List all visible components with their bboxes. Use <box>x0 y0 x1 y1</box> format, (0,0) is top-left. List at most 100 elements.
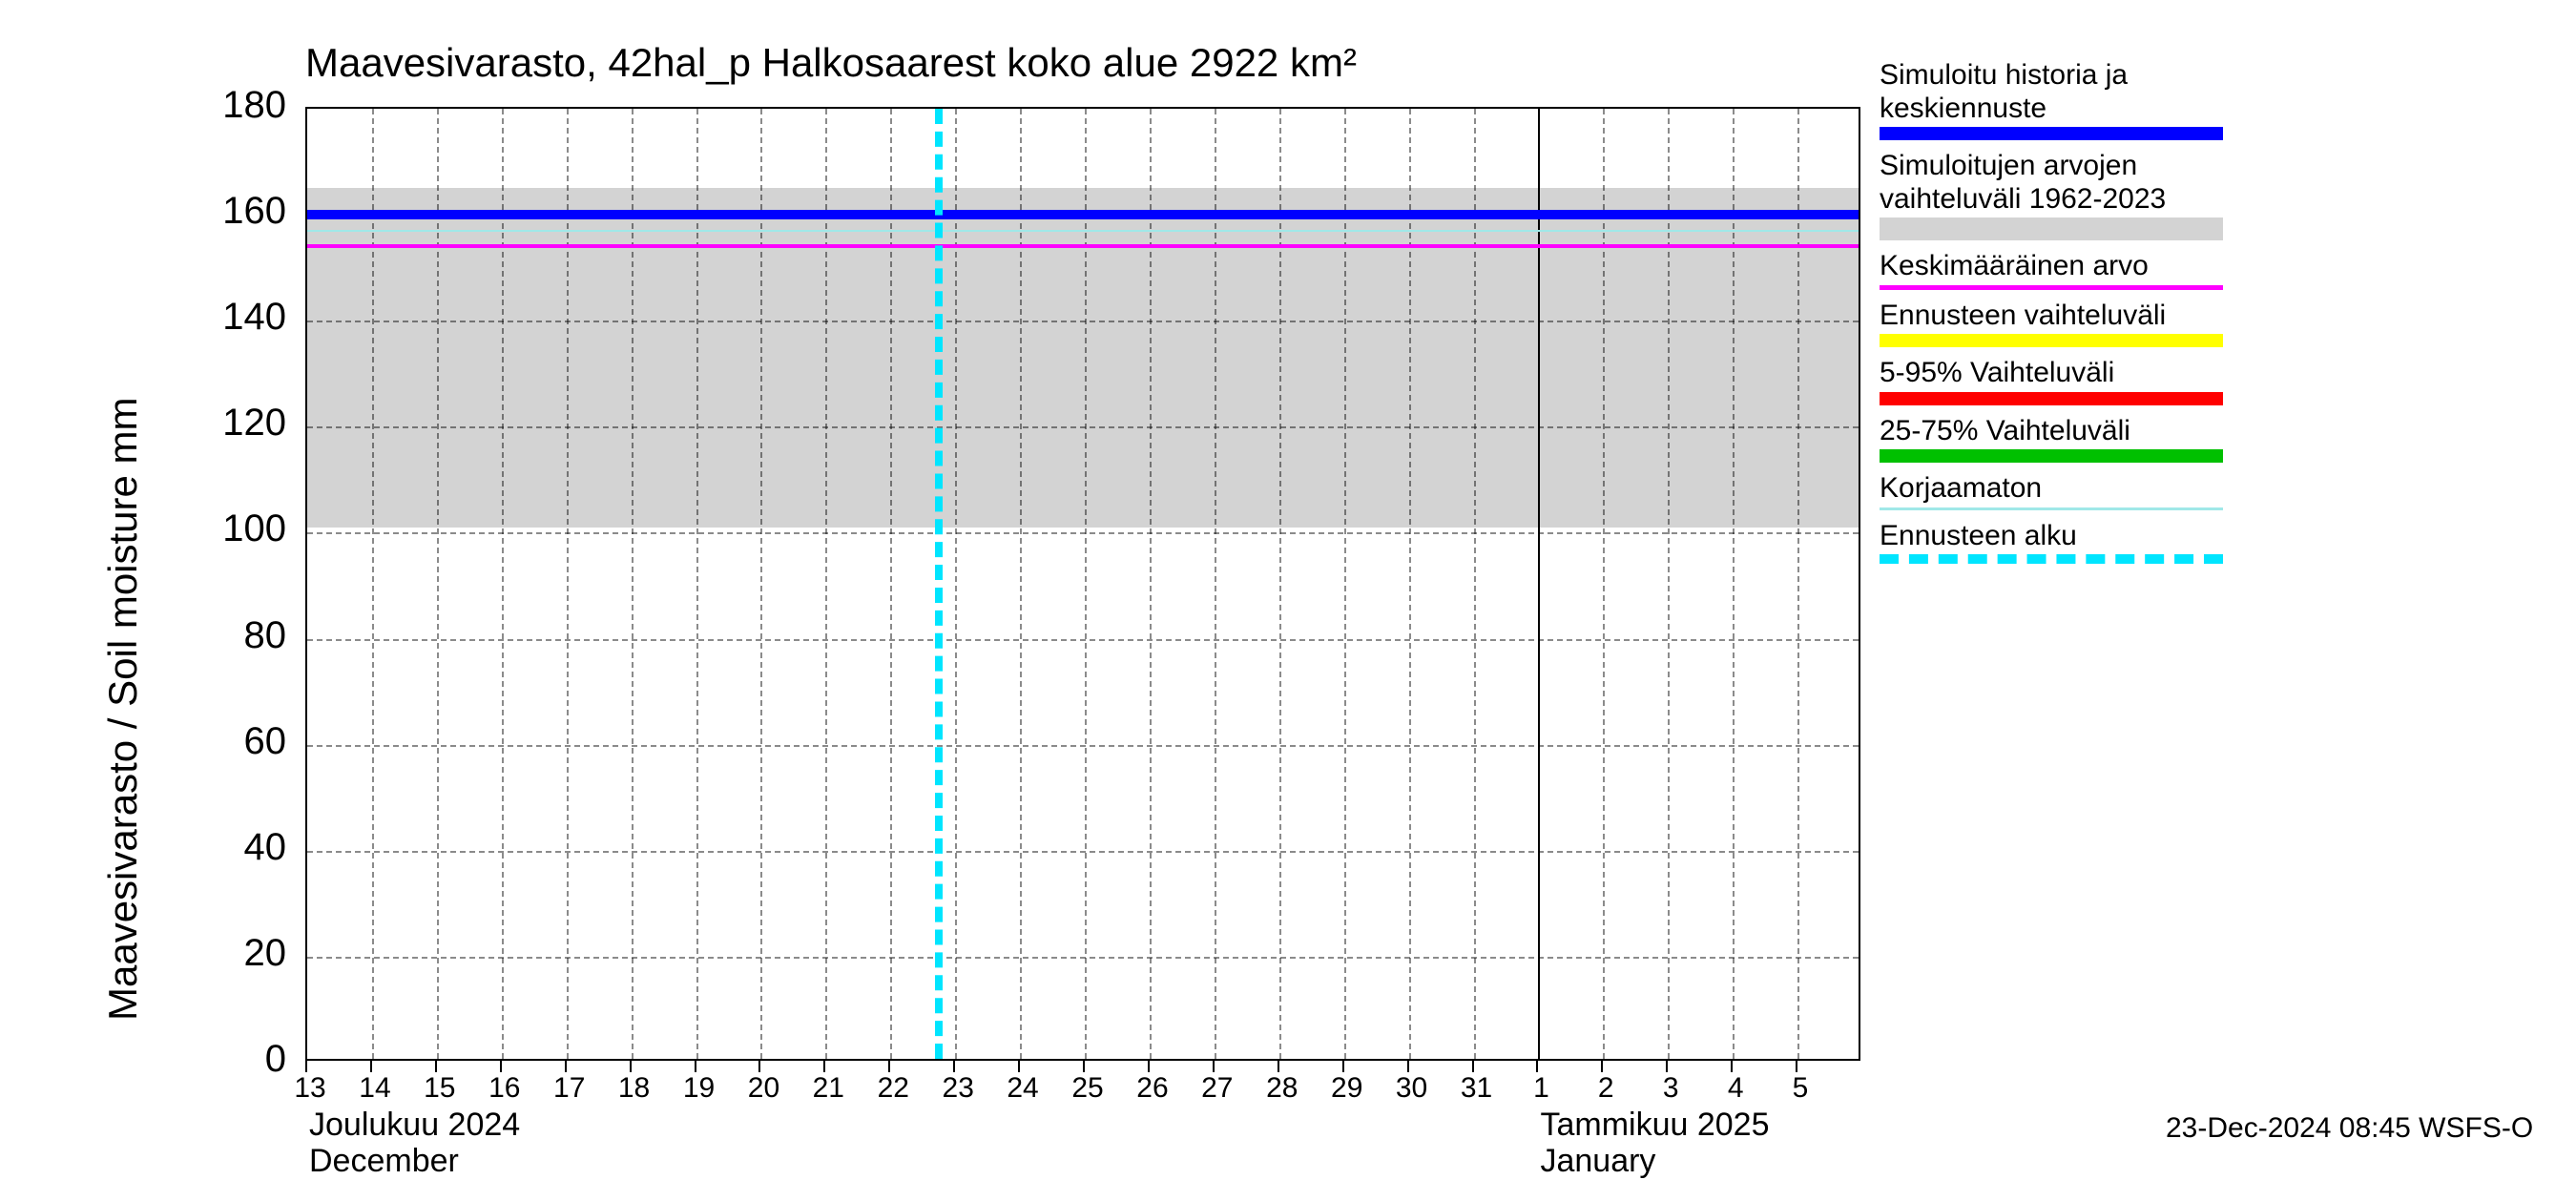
x-tick-mark <box>1601 1061 1603 1072</box>
gridline-horizontal <box>307 321 1859 322</box>
gridline-horizontal <box>307 532 1859 534</box>
y-tick-label: 40 <box>191 826 286 869</box>
x-tick-label: 28 <box>1258 1072 1306 1105</box>
gridline-vertical <box>1668 109 1670 1059</box>
gridline-vertical <box>1409 109 1411 1059</box>
gridline-vertical <box>890 109 892 1059</box>
gridline-vertical <box>372 109 374 1059</box>
plot-area <box>305 107 1860 1061</box>
gridline-vertical <box>1279 109 1281 1059</box>
gridline-vertical <box>825 109 827 1059</box>
gridline-vertical <box>696 109 698 1059</box>
x-tick-mark <box>695 1061 696 1072</box>
gridline-horizontal <box>307 957 1859 959</box>
x-tick-mark <box>1083 1061 1085 1072</box>
footer-timestamp: 23-Dec-2024 08:45 WSFS-O <box>2166 1112 2533 1145</box>
gridline-vertical <box>567 109 569 1059</box>
y-tick-label: 140 <box>191 296 286 339</box>
legend: Simuloitu historia ja keskiennuste Simulo… <box>1880 59 2223 573</box>
gridline-vertical <box>1603 109 1605 1059</box>
legend-swatch <box>1880 285 2223 290</box>
gridline-vertical <box>1150 109 1152 1059</box>
legend-label: 5-95% Vaihteluväli <box>1880 357 2223 390</box>
x-tick-mark <box>823 1061 825 1072</box>
x-tick-label: 22 <box>869 1072 917 1105</box>
x-tick-mark <box>1731 1061 1733 1072</box>
legend-swatch <box>1880 217 2223 240</box>
legend-label: Simuloitu historia ja keskiennuste <box>1880 59 2223 125</box>
gridline-horizontal <box>307 639 1859 641</box>
x-tick-mark <box>1148 1061 1150 1072</box>
gridline-vertical <box>955 109 957 1059</box>
gridline-vertical <box>1020 109 1022 1059</box>
legend-entry: Korjaamaton <box>1880 472 2223 510</box>
x-tick-label: 27 <box>1194 1072 1241 1105</box>
legend-swatch <box>1880 554 2223 564</box>
legend-label: 25-75% Vaihteluväli <box>1880 415 2223 448</box>
month-label-top: Joulukuu 2024 <box>309 1107 520 1144</box>
x-tick-mark <box>1213 1061 1215 1072</box>
legend-entry: Keskimääräinen arvo <box>1880 250 2223 290</box>
gridline-horizontal <box>307 426 1859 428</box>
x-tick-label: 18 <box>611 1072 658 1105</box>
x-tick-mark <box>758 1061 760 1072</box>
y-tick-label: 160 <box>191 190 286 233</box>
chart-container: Maavesivarasto, 42hal_p Halkosaarest kok… <box>0 0 2576 1145</box>
x-tick-label: 23 <box>934 1072 982 1105</box>
x-tick-label: 15 <box>416 1072 464 1105</box>
x-tick-label: 16 <box>481 1072 529 1105</box>
historical-range-band <box>307 188 1859 528</box>
x-tick-label: 25 <box>1064 1072 1111 1105</box>
gridline-horizontal <box>307 745 1859 747</box>
gridline-vertical <box>1733 109 1735 1059</box>
chart-title: Maavesivarasto, 42hal_p Halkosaarest kok… <box>305 40 1357 86</box>
gridline-horizontal <box>307 851 1859 853</box>
gridline-vertical <box>760 109 762 1059</box>
x-tick-mark <box>500 1061 502 1072</box>
gridline-vertical <box>437 109 439 1059</box>
x-tick-mark <box>1666 1061 1668 1072</box>
x-tick-label: 3 <box>1647 1072 1694 1105</box>
legend-label: Keskimääräinen arvo <box>1880 250 2223 283</box>
legend-swatch <box>1880 334 2223 347</box>
x-tick-mark <box>1342 1061 1344 1072</box>
x-tick-mark <box>1278 1061 1279 1072</box>
legend-entry: Simuloitu historia ja keskiennuste <box>1880 59 2223 140</box>
gridline-vertical <box>1085 109 1087 1059</box>
x-tick-label: 5 <box>1776 1072 1824 1105</box>
gridline-vertical <box>1215 109 1216 1059</box>
gridline-vertical-major <box>1538 109 1540 1059</box>
x-tick-mark <box>435 1061 437 1072</box>
x-tick-label: 24 <box>999 1072 1047 1105</box>
legend-swatch <box>1880 392 2223 405</box>
forecast-start-line <box>935 109 943 1059</box>
x-tick-label: 31 <box>1453 1072 1501 1105</box>
legend-label: Korjaamaton <box>1880 472 2223 506</box>
legend-swatch <box>1880 127 2223 140</box>
legend-label: Simuloitujen arvojen vaihteluväli 1962-2… <box>1880 150 2223 216</box>
y-tick-label: 180 <box>191 84 286 127</box>
x-tick-mark <box>370 1061 372 1072</box>
x-tick-label: 13 <box>286 1072 334 1105</box>
x-tick-label: 4 <box>1712 1072 1759 1105</box>
y-tick-label: 0 <box>191 1038 286 1081</box>
x-tick-mark <box>1472 1061 1474 1072</box>
y-tick-label: 60 <box>191 720 286 763</box>
legend-entry: Ennusteen vaihteluväli <box>1880 300 2223 348</box>
legend-entry: 25-75% Vaihteluväli <box>1880 415 2223 464</box>
x-tick-mark <box>1407 1061 1409 1072</box>
x-tick-mark <box>953 1061 955 1072</box>
legend-swatch <box>1880 507 2223 510</box>
x-tick-label: 2 <box>1582 1072 1630 1105</box>
x-tick-label: 19 <box>675 1072 723 1105</box>
gridline-vertical <box>632 109 634 1059</box>
y-axis-label: Maavesivarasto / Soil moisture mm <box>100 397 146 1021</box>
x-tick-label: 30 <box>1388 1072 1436 1105</box>
gridline-vertical <box>1474 109 1476 1059</box>
x-tick-label: 26 <box>1129 1072 1176 1105</box>
x-tick-mark <box>888 1061 890 1072</box>
x-tick-mark <box>1536 1061 1538 1072</box>
legend-entry: 5-95% Vaihteluväli <box>1880 357 2223 405</box>
x-tick-label: 29 <box>1323 1072 1371 1105</box>
x-tick-label: 14 <box>351 1072 399 1105</box>
